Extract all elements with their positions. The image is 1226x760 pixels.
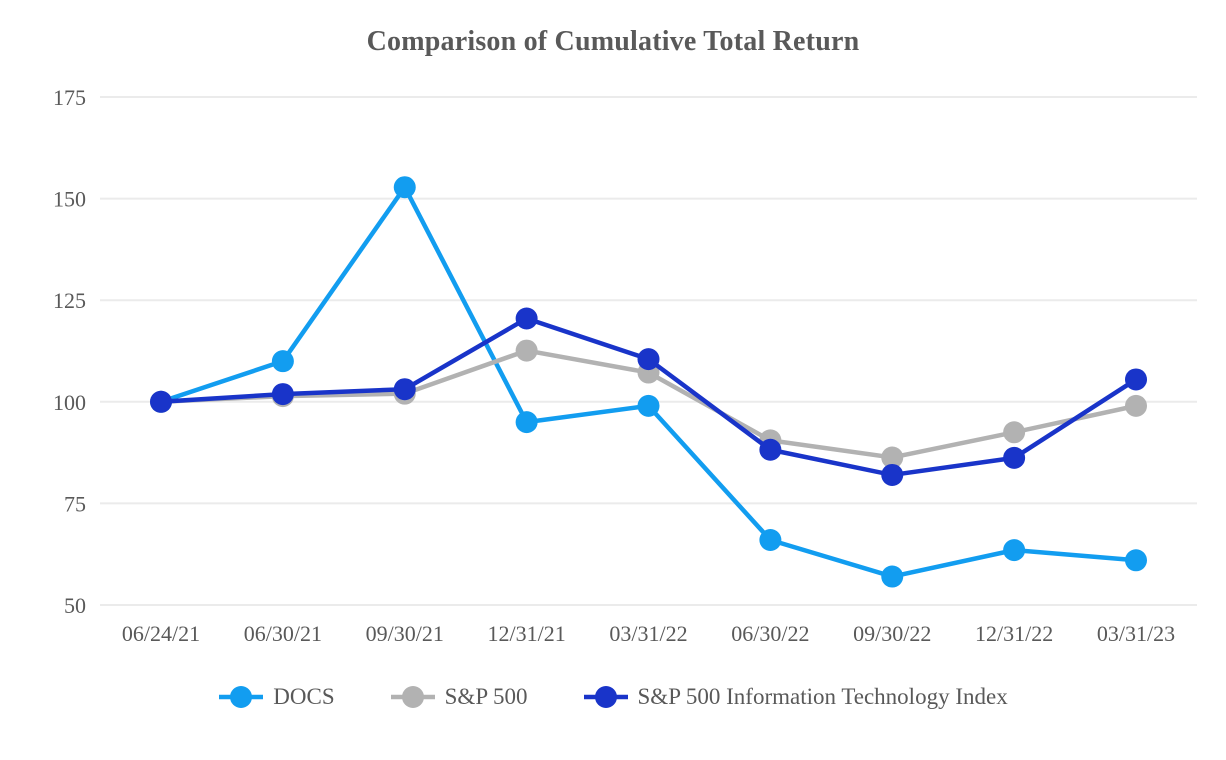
data-point-marker-s-p-500-information-technology-index: [1003, 446, 1026, 469]
data-point-marker-docs: [271, 350, 294, 373]
legend-item-s-p-500: S&P 500: [390, 684, 528, 710]
legend-item-s-p-500-information-technology-index: S&P 500 Information Technology Index: [583, 684, 1008, 710]
legend-label: S&P 500: [444, 684, 528, 709]
x-axis-tick-label: 12/31/22: [975, 621, 1053, 646]
x-axis-tick-label: 03/31/23: [1097, 621, 1175, 646]
data-point-marker-s-p-500: [1003, 421, 1026, 444]
data-point-marker-s-p-500-information-technology-index: [515, 307, 538, 330]
data-point-marker-docs: [881, 565, 904, 588]
x-axis-tick-label: 12/31/21: [488, 621, 566, 646]
data-point-marker-docs: [1125, 549, 1147, 572]
data-point-marker-s-p-500-information-technology-index: [637, 348, 660, 371]
data-point-marker-s-p-500: [881, 446, 904, 469]
chart-title: Comparison of Cumulative Total Return: [366, 26, 860, 57]
legend-marker-icon: [390, 686, 435, 708]
data-point-marker-s-p-500-information-technology-index: [271, 383, 294, 406]
x-axis-tick-label: 06/30/21: [244, 621, 322, 646]
data-point-marker-docs: [393, 176, 416, 199]
y-axis-tick-label: 175: [53, 85, 86, 110]
y-axis-tick-label: 125: [53, 288, 86, 313]
line-chart-plot-area: 175 150 125 100 75 50 06/24/21 06/30/21 09/30/21…: [53, 85, 1197, 646]
data-point-marker-s-p-500: [515, 339, 538, 362]
data-point-marker-docs: [637, 394, 660, 417]
x-axis-tick-label: 06/24/21: [122, 621, 200, 646]
y-axis-tick-label: 75: [64, 491, 86, 516]
data-point-marker-s-p-500-information-technology-index: [1125, 368, 1147, 391]
x-axis-tick-label: 09/30/21: [366, 621, 444, 646]
y-axis-tick-label: 100: [53, 390, 86, 415]
legend-marker-icon: [583, 686, 628, 708]
legend-marker-icon: [219, 686, 264, 708]
x-axis-tick-label: 06/30/22: [731, 621, 809, 646]
x-axis-tick-label: 03/31/22: [609, 621, 687, 646]
data-point-marker-docs: [1003, 539, 1026, 562]
chart-legend: DOCS S&P 500 S&P 500 Information Technolog…: [0, 684, 1226, 710]
data-point-marker-docs: [759, 528, 782, 551]
legend-label: DOCS: [273, 684, 335, 709]
legend-label: S&P 500 Information Technology Index: [637, 684, 1008, 709]
y-axis-tick-label: 150: [53, 187, 86, 212]
data-point-marker-s-p-500-information-technology-index: [881, 463, 904, 486]
legend-item-docs: DOCS: [218, 684, 335, 710]
data-point-marker-s-p-500-information-technology-index: [393, 378, 416, 401]
data-point-marker-s-p-500-information-technology-index: [150, 390, 172, 413]
data-point-marker-s-p-500: [1125, 394, 1147, 417]
y-axis-tick-label: 50: [64, 593, 86, 618]
x-axis-tick-label: 09/30/22: [853, 621, 931, 646]
data-point-marker-s-p-500-information-technology-index: [759, 438, 782, 461]
data-point-marker-docs: [515, 411, 538, 434]
